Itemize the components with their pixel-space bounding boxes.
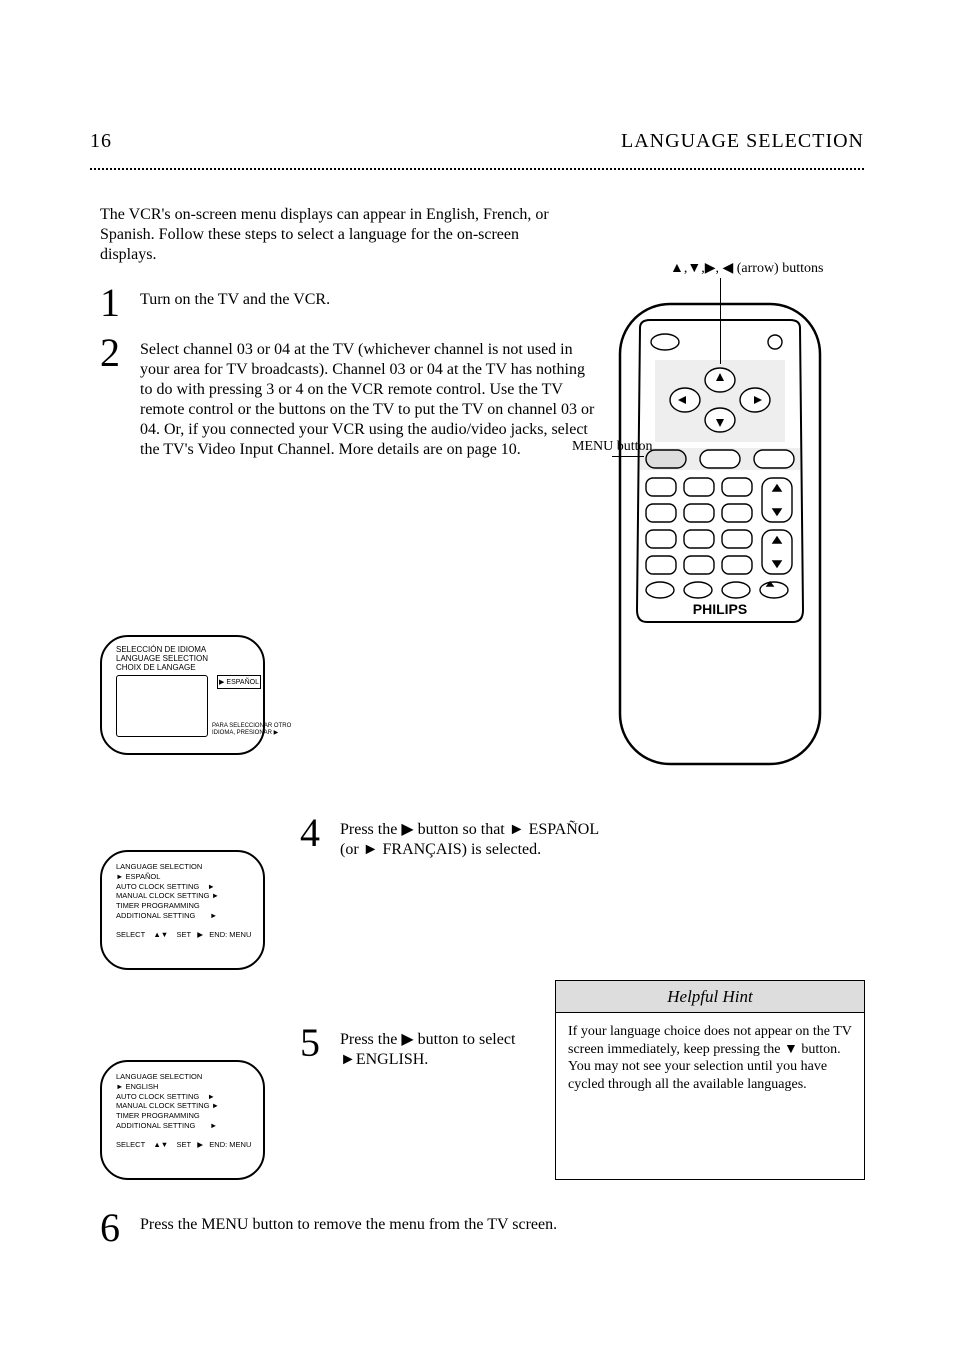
helpful-hint-box: Helpful Hint If your language choice doe… <box>555 980 865 1180</box>
page-number: 16 <box>90 130 112 153</box>
page-root: 16 LANGUAGE SELECTION The VCR's on-scree… <box>0 0 954 1351</box>
tv2-lines: LANGUAGE SELECTION ► ESPAÑOL AUTO CLOCK … <box>116 862 253 940</box>
step-2-text: Select channel 03 or 04 at the TV (which… <box>140 340 600 460</box>
step-1-num: 1 <box>100 278 120 328</box>
step-1-text: Turn on the TV and the VCR. <box>140 290 600 310</box>
remote-svg: PHILIPS <box>600 300 840 770</box>
tv-screen-1: SELECCIÓN DE IDIOMA LANGUAGE SELECTION C… <box>100 635 265 755</box>
page-title: LANGUAGE SELECTION <box>621 130 864 153</box>
tv1-top-text: SELECCIÓN DE IDIOMA LANGUAGE SELECTION C… <box>116 645 208 673</box>
tv3-lines: LANGUAGE SELECTION ► ENGLISH AUTO CLOCK … <box>116 1072 253 1150</box>
tv-screen-2: LANGUAGE SELECTION ► ESPAÑOL AUTO CLOCK … <box>100 850 265 970</box>
remote-brand-text: PHILIPS <box>693 601 747 617</box>
step-6-num: 6 <box>100 1203 120 1253</box>
step-4-num: 4 <box>300 808 320 858</box>
tv1-inner-rect <box>116 675 208 737</box>
step-6-text: Press the MENU button to remove the menu… <box>140 1215 580 1235</box>
header: 16 LANGUAGE SELECTION <box>90 130 864 153</box>
tv-screen-3: LANGUAGE SELECTION ► ENGLISH AUTO CLOCK … <box>100 1060 265 1180</box>
step-6: 6 Press the MENU button to remove the me… <box>100 1215 580 1235</box>
step-4: 4 Press the ▶ button so that ► ESPAÑOL (… <box>300 820 600 860</box>
dotted-divider <box>90 168 864 170</box>
arrow-buttons-leader-line <box>720 278 721 364</box>
step-5-num: 5 <box>300 1018 320 1068</box>
tv1-right-button-label: ESPAÑOL <box>226 679 259 686</box>
step-2-num: 2 <box>100 328 120 378</box>
tv1-right-button: ▶ ESPAÑOL <box>217 675 261 689</box>
menu-button-label: MENU button <box>572 439 653 455</box>
helpful-hint-heading: Helpful Hint <box>556 981 864 1013</box>
step-4-text: Press the ▶ button so that ► ESPAÑOL (or… <box>340 820 600 860</box>
arrow-buttons-label: ▲,▼,▶, ◀ (arrow) buttons <box>670 260 823 277</box>
menu-button-leader-line <box>612 456 644 457</box>
intro-paragraph: The VCR's on-screen menu displays can ap… <box>100 205 560 265</box>
step-2: 2 Select channel 03 or 04 at the TV (whi… <box>100 340 600 460</box>
remote-illustration: ▲,▼,▶, ◀ (arrow) buttons MENU button <box>600 300 900 770</box>
helpful-hint-body: If your language choice does not appear … <box>556 1013 864 1103</box>
tv1-bottom-text: PARA SELECCIONAR OTRO IDIOMA, PRESIONAR … <box>212 723 291 737</box>
step-1: 1 Turn on the TV and the VCR. <box>100 290 600 310</box>
